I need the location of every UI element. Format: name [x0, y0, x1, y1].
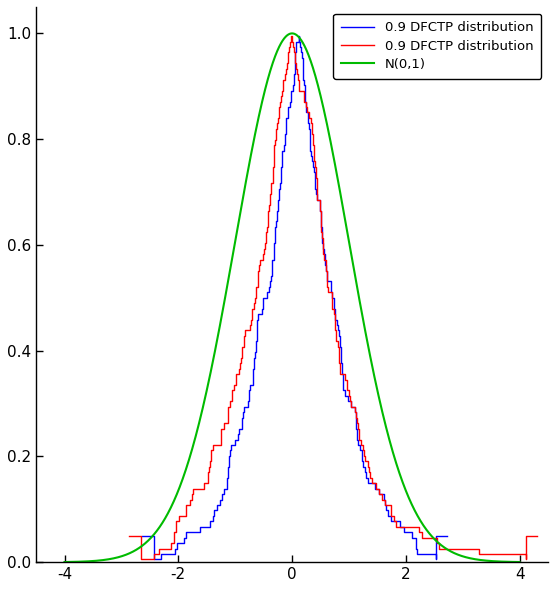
- 0.9 DFCTP distribution: [273, 223, 279, 230]
- 0.9 DFCTP distribution: [381, 501, 388, 508]
- N(0,1): [84, 558, 91, 565]
- 0.9 DFCTP distribution: [534, 532, 541, 540]
- N(0,1): [270, 57, 277, 64]
- N(0,1): [289, 30, 295, 37]
- 0.9 DFCTP distribution: [346, 387, 352, 394]
- 0.9 DFCTP distribution: [246, 322, 253, 329]
- 0.9 DFCTP distribution: [444, 532, 451, 540]
- 0.9 DFCTP distribution: [354, 436, 361, 443]
- 0.9 DFCTP distribution: [287, 32, 294, 39]
- 0.9 DFCTP distribution: [264, 223, 271, 230]
- Legend: 0.9 DFCTP distribution, 0.9 DFCTP distribution, N(0,1): 0.9 DFCTP distribution, 0.9 DFCTP distri…: [334, 14, 542, 79]
- 0.9 DFCTP distribution: [314, 191, 320, 198]
- 0.9 DFCTP distribution: [138, 556, 144, 563]
- 0.9 DFCTP distribution: [139, 532, 145, 540]
- N(0,1): [61, 558, 68, 565]
- 0.9 DFCTP distribution: [382, 501, 388, 508]
- 0.9 DFCTP distribution: [342, 387, 349, 394]
- N(0,1): [282, 33, 289, 40]
- Line: N(0,1): N(0,1): [64, 34, 519, 562]
- 0.9 DFCTP distribution: [356, 436, 362, 443]
- 0.9 DFCTP distribution: [254, 322, 260, 329]
- N(0,1): [503, 558, 509, 565]
- N(0,1): [420, 521, 426, 528]
- 0.9 DFCTP distribution: [314, 191, 320, 198]
- N(0,1): [503, 558, 510, 565]
- Line: 0.9 DFCTP distribution: 0.9 DFCTP distribution: [129, 36, 537, 560]
- 0.9 DFCTP distribution: [295, 32, 302, 39]
- 0.9 DFCTP distribution: [150, 556, 157, 563]
- 0.9 DFCTP distribution: [126, 532, 133, 540]
- Line: 0.9 DFCTP distribution: 0.9 DFCTP distribution: [142, 36, 447, 560]
- N(0,1): [516, 558, 523, 565]
